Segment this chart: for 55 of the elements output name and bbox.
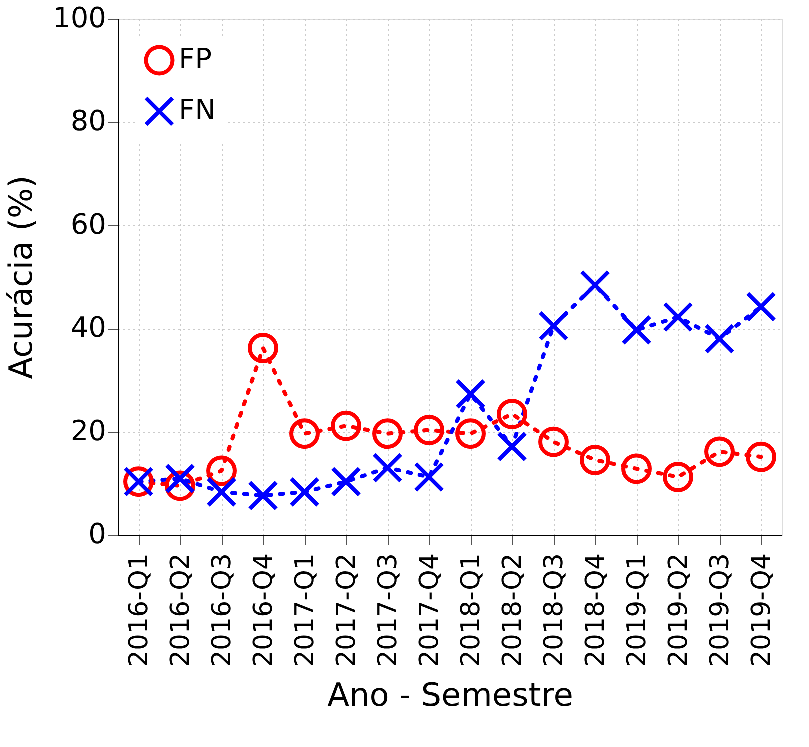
point xyxy=(414,415,444,446)
x-tick-label: 2018-Q2 xyxy=(498,554,528,668)
x-tick-label: 2016-Q1 xyxy=(124,554,154,668)
point xyxy=(704,324,735,354)
x-tick-label: 2019-Q4 xyxy=(746,554,777,668)
point xyxy=(497,432,528,462)
x-tick-label: 2018-Q1 xyxy=(456,554,486,668)
point xyxy=(704,436,735,468)
legend-label: FP xyxy=(179,42,212,76)
point xyxy=(414,462,444,492)
x-tick-label: 2017-Q2 xyxy=(332,554,362,668)
x-tick-label: 2019-Q3 xyxy=(705,554,736,668)
point xyxy=(580,270,610,300)
point xyxy=(206,476,237,508)
x-tick-label: 2016-Q4 xyxy=(248,554,279,668)
x-tick-label: 2017-Q3 xyxy=(373,554,404,668)
point xyxy=(372,452,403,484)
x-tick-label: 2016-Q2 xyxy=(166,554,196,668)
y-tick-label: 100 xyxy=(53,2,106,34)
point xyxy=(663,302,694,332)
x-tick-label: 2019-Q1 xyxy=(622,554,652,668)
x-tick-label: 2016-Q3 xyxy=(207,554,238,668)
y-tick-label: 0 xyxy=(88,518,106,550)
x-tick-label: 2017-Q4 xyxy=(414,554,445,668)
point xyxy=(372,418,403,450)
x-tick-label: 2019-Q2 xyxy=(664,554,694,668)
point xyxy=(248,480,278,512)
y-tick-label: 40 xyxy=(70,311,106,344)
point xyxy=(331,466,362,498)
y-tick-label: 80 xyxy=(70,104,106,138)
point xyxy=(622,454,652,484)
point xyxy=(497,399,528,430)
point xyxy=(165,464,196,494)
point xyxy=(622,314,652,346)
point xyxy=(663,462,694,492)
y-axis-title: Acurácia (%) xyxy=(2,176,40,380)
point xyxy=(206,456,237,486)
x-tick-label: 2017-Q1 xyxy=(290,554,320,668)
point xyxy=(456,378,486,410)
x-tick-label: 2018-Q3 xyxy=(539,554,570,668)
x-tick-label: 2018-Q4 xyxy=(580,554,611,668)
point xyxy=(248,333,278,364)
point xyxy=(580,444,610,476)
point xyxy=(746,442,776,472)
legend-label: FN xyxy=(179,94,216,126)
point xyxy=(290,476,320,508)
point xyxy=(331,410,362,442)
x-axis-title: Ano - Semestre xyxy=(328,676,574,714)
point xyxy=(746,292,776,322)
point xyxy=(538,426,569,458)
y-tick-label: 60 xyxy=(70,208,106,241)
y-tick-label: 20 xyxy=(70,414,106,448)
point xyxy=(456,418,486,450)
point xyxy=(538,310,569,342)
point xyxy=(290,418,320,450)
